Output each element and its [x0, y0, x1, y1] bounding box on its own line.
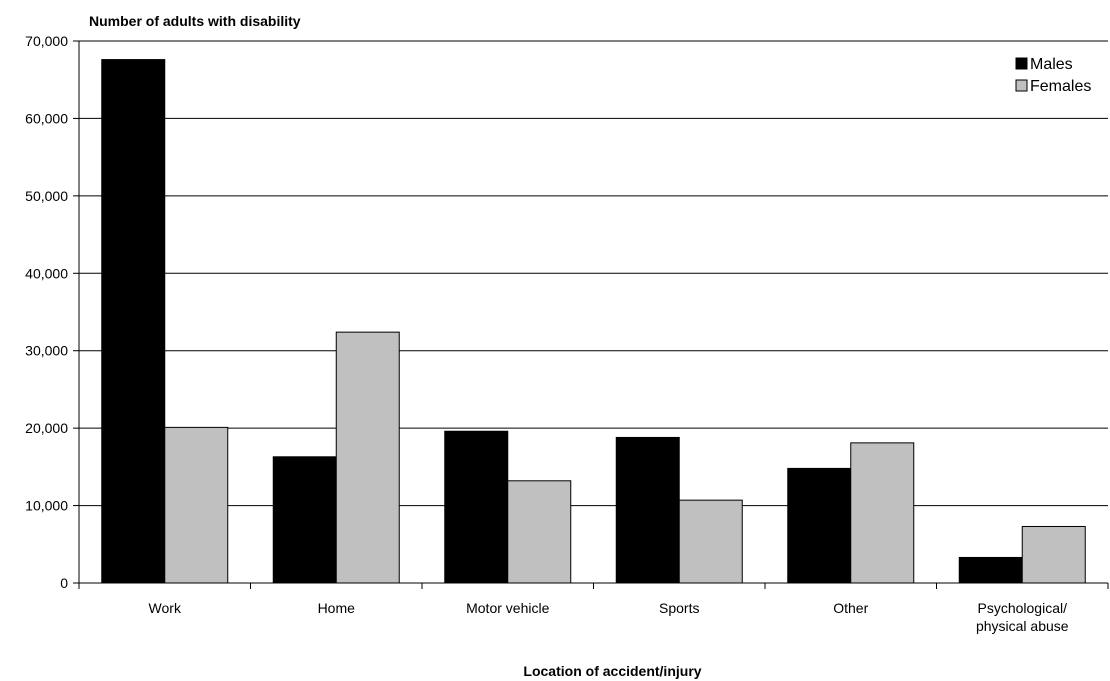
- legend-label-females: Females: [1030, 78, 1091, 95]
- legend-swatch-males: [1015, 57, 1028, 70]
- bar-females: [507, 480, 572, 584]
- bars: [101, 59, 1086, 584]
- bar-females: [850, 442, 915, 584]
- legend-label-males: Males: [1030, 56, 1073, 73]
- x-axis-title: Location of accident/injury: [523, 663, 701, 679]
- x-category-label: Home: [318, 600, 356, 616]
- y-axis-ticks: 0 10,000 20,000 30,000 40,000 50,000 60,000 70,…: [25, 33, 79, 591]
- gridlines: [79, 40, 1108, 507]
- bar-males: [787, 467, 852, 584]
- y-tick-label: 70,000: [25, 33, 68, 49]
- x-category-label: Other: [833, 600, 868, 616]
- axes: [78, 41, 1108, 584]
- y-tick-label: 20,000: [25, 420, 68, 436]
- y-tick-label: 30,000: [25, 343, 68, 359]
- bar-males: [444, 430, 509, 584]
- bar-females: [678, 499, 743, 584]
- x-category-label: Work: [149, 600, 182, 616]
- legend: Males Females: [1015, 56, 1091, 95]
- y-tick-label: 10,000: [25, 498, 68, 514]
- y-tick-label: 0: [60, 575, 68, 591]
- x-category-label: Motor vehicle: [466, 600, 549, 616]
- x-category-label: Sports: [659, 600, 699, 616]
- legend-swatch-females: [1015, 79, 1028, 92]
- x-category-label: Psychological/physical abuse: [976, 600, 1069, 634]
- y-axis-title: Number of adults with disability: [89, 13, 301, 29]
- y-tick-label: 40,000: [25, 265, 68, 281]
- bar-males: [958, 556, 1023, 584]
- bar-females: [335, 331, 400, 584]
- bar-females: [1021, 525, 1086, 584]
- y-tick-label: 60,000: [25, 110, 68, 126]
- y-tick-label: 50,000: [25, 188, 68, 204]
- bar-males: [615, 436, 680, 584]
- bar-males: [272, 456, 337, 584]
- bar-males: [101, 59, 166, 584]
- x-axis-categories: Work Home Motor vehicle Sports Other Psycholo…: [78, 583, 1109, 634]
- bar-females: [164, 426, 229, 584]
